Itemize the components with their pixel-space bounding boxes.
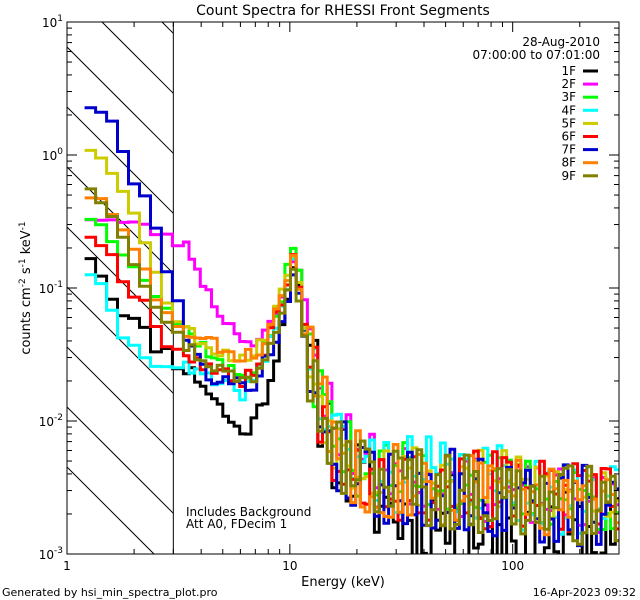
y-axis-label: counts cm-2 s-1 keV-1 [18, 221, 34, 354]
x-tick-label: 1 [63, 559, 71, 573]
x-tick-label: 10 [282, 559, 297, 573]
series-group [84, 106, 619, 554]
x-tick-label: 100 [501, 559, 524, 573]
below-threshold-hatched-region [66, 21, 174, 555]
legend-label-6F: 6F [561, 130, 576, 144]
observation-date: 28-Aug-2010 [522, 35, 600, 49]
series-7F-spectrum [84, 106, 619, 548]
footer-generated-by: Generated by hsi_min_spectra_plot.pro [2, 586, 218, 599]
footer-timestamp: 16-Apr-2023 09:32 [533, 586, 636, 599]
legend-label-9F: 9F [561, 169, 576, 183]
y-tick-label: 101 [42, 14, 63, 30]
legend-label-7F: 7F [561, 143, 576, 157]
series-9F-spectrum [84, 187, 619, 546]
y-tick-label: 10-3 [39, 546, 63, 562]
legend-label-4F: 4F [561, 103, 576, 117]
observation-time-range: 07:00:00 to 07:01:00 [473, 48, 600, 62]
chart-title: Count Spectra for RHESSI Front Segments [196, 3, 490, 19]
legend-label-2F: 2F [561, 77, 576, 91]
y-tick-label: 100 [42, 147, 63, 163]
x-axis-label: Energy (keV) [301, 575, 385, 590]
hatch-lines [66, 21, 174, 555]
legend-label-1F: 1F [561, 64, 576, 78]
y-tick-label: 10-1 [39, 280, 63, 296]
series-1F-spectrum [84, 257, 619, 554]
x-axis-ticks: 1 10 100 [63, 22, 620, 573]
y-axis-ticks: 10-3 10-2 10-1 100 101 [39, 14, 619, 562]
legend-label-8F: 8F [561, 156, 576, 170]
y-tick-label: 10-2 [39, 413, 63, 429]
annotation-attenuator: Att A0, FDecim 1 [186, 517, 287, 531]
annotation-background: Includes Background [186, 505, 311, 519]
legend-label-3F: 3F [561, 90, 576, 104]
legend-label-5F: 5F [561, 116, 576, 130]
